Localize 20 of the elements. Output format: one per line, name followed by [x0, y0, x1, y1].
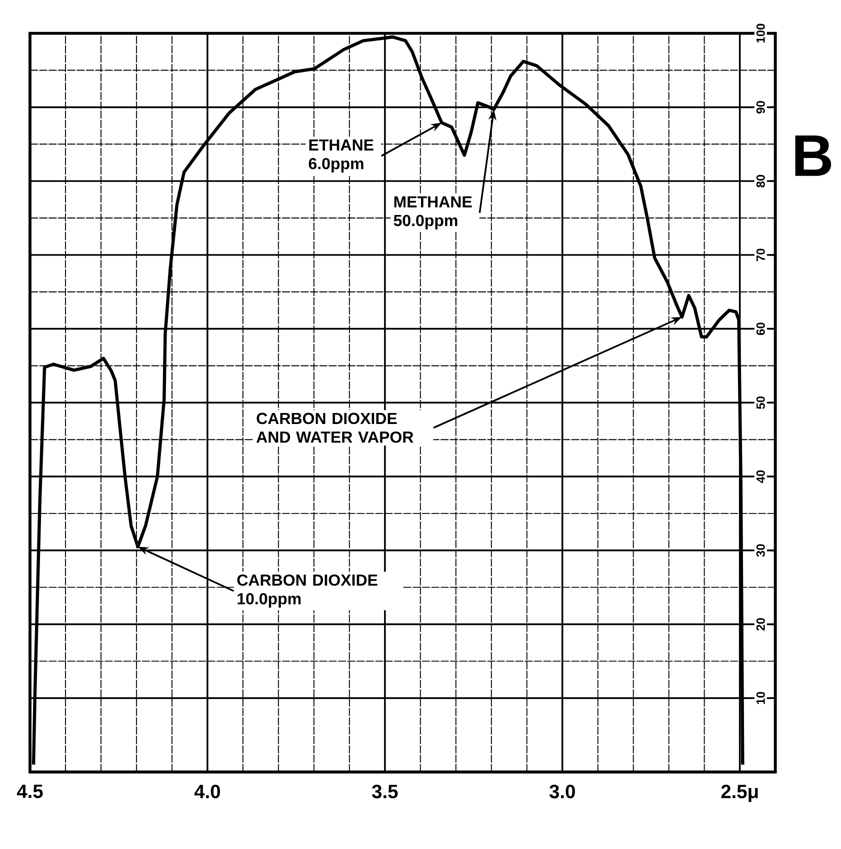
y-tick-label: 20 — [756, 618, 765, 631]
y-tick-label: 50 — [756, 396, 765, 409]
y-tick-label: 70 — [756, 248, 765, 262]
x-tick-label: 2.5μ — [721, 784, 758, 802]
x-tick-label: 4.5 — [16, 784, 43, 798]
annotation: CARBON DIOXIDE 10.0ppm — [237, 574, 378, 608]
annotation: ETHANE 6.0ppm — [308, 139, 374, 172]
y-tick-label: 100 — [756, 24, 765, 43]
y-tick-label: 40 — [756, 470, 765, 484]
y-tick-label: 90 — [756, 101, 765, 114]
text: B — [795, 135, 832, 176]
y-tick-label: 60 — [756, 322, 765, 336]
annotation: CARBON DIOXIDE AND WATER VAPOR — [256, 412, 414, 443]
x-tick-label: 4.0 — [194, 784, 220, 798]
x-tick-label: 3.5 — [372, 784, 398, 798]
annotation: METHANE 50.0ppm — [394, 196, 472, 230]
x-tick-label: 3.0 — [549, 784, 575, 798]
y-tick-label: 10 — [756, 692, 765, 704]
y-tick-label: 80 — [756, 174, 765, 188]
y-tick-label: 30 — [756, 544, 765, 557]
